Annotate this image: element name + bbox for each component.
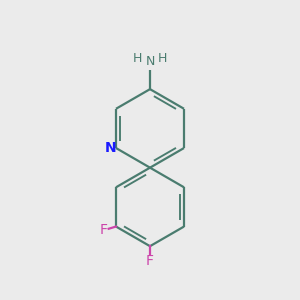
Text: N: N bbox=[145, 55, 155, 68]
Text: H: H bbox=[158, 52, 167, 64]
Text: H: H bbox=[133, 52, 142, 64]
Text: F: F bbox=[100, 223, 108, 237]
Text: F: F bbox=[146, 254, 154, 268]
Text: N: N bbox=[104, 141, 116, 155]
